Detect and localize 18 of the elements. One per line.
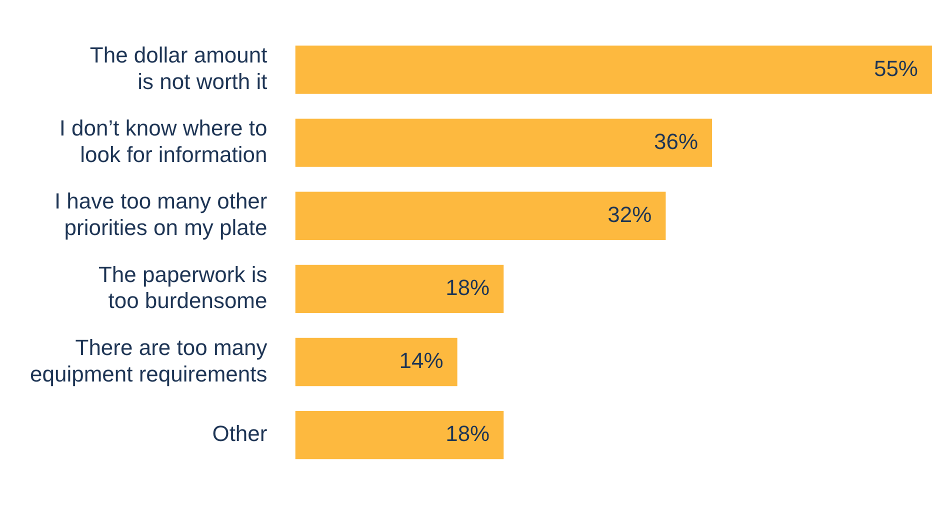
bar	[295, 410, 504, 460]
data-label: 18%	[446, 274, 490, 300]
data-label: 14%	[399, 348, 444, 374]
bar	[295, 192, 666, 240]
data-label: 32%	[608, 202, 652, 227]
bar	[295, 264, 504, 314]
bar	[295, 338, 458, 386]
data-label: 18%	[446, 421, 490, 446]
data-label: 36%	[654, 128, 698, 154]
y-tick-label: The paperwork is too burdensome	[98, 262, 268, 314]
y-tick-label: I don’t know where to look for information	[59, 116, 268, 168]
y-tick-label: The dollar amount is not worth it	[90, 42, 268, 94]
data-label: 55%	[874, 56, 918, 81]
y-tick-label: I have too many other priorities on my plate	[54, 188, 268, 240]
bar	[295, 46, 932, 94]
y-tick-label: There are too many equipment requirements	[30, 334, 268, 386]
bar	[295, 118, 712, 167]
y-tick-label: Other	[212, 421, 268, 446]
